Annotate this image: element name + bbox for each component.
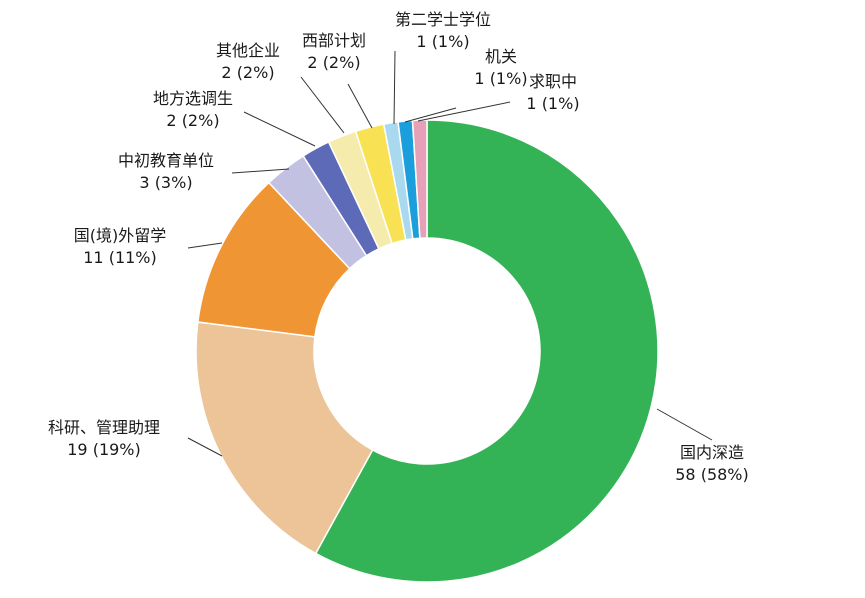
slice-value-label-4: 3 (3%) bbox=[139, 173, 192, 192]
slice-value-label-7: 2 (2%) bbox=[307, 53, 360, 72]
slice-name-label-10: 求职中 bbox=[529, 72, 577, 91]
leader-line-3 bbox=[187, 242, 223, 249]
leader-line-9 bbox=[404, 107, 457, 123]
leader-line-6 bbox=[300, 76, 345, 134]
slice-value-label-9: 1 (1%) bbox=[474, 69, 527, 88]
slice-name-label-1: 国内深造 bbox=[680, 443, 744, 462]
slice-name-label-9: 机关 bbox=[485, 47, 517, 66]
slice-value-label-10: 1 (1%) bbox=[526, 94, 579, 113]
slice-name-label-6: 其他企业 bbox=[216, 41, 280, 60]
slice-name-label-8: 第二学士学位 bbox=[395, 10, 491, 29]
leader-line-7 bbox=[347, 83, 373, 129]
leader-line-5 bbox=[243, 111, 316, 147]
slice-name-label-4: 中初教育单位 bbox=[118, 151, 214, 170]
slice-value-label-5: 2 (2%) bbox=[166, 111, 219, 130]
slice-name-label-5: 地方选调生 bbox=[153, 89, 233, 108]
slice-value-label-1: 58 (58%) bbox=[675, 465, 749, 484]
slice-value-label-3: 11 (11%) bbox=[83, 248, 157, 267]
slice-name-label-2: 科研、管理助理 bbox=[48, 418, 160, 437]
slice-name-label-3: 国(境)外留学 bbox=[74, 226, 167, 245]
slice-value-label-8: 1 (1%) bbox=[416, 32, 469, 51]
leader-line-1 bbox=[656, 408, 713, 441]
slice-value-label-2: 19 (19%) bbox=[67, 440, 141, 459]
slice-10 bbox=[411, 119, 428, 240]
leader-line-8 bbox=[393, 50, 396, 125]
leader-line-4 bbox=[231, 168, 290, 174]
slice-name-label-7: 西部计划 bbox=[302, 31, 366, 50]
slice-value-label-6: 2 (2%) bbox=[221, 63, 274, 82]
slice-1 bbox=[314, 119, 659, 583]
leader-line-2 bbox=[187, 437, 223, 457]
slice-2 bbox=[195, 321, 374, 555]
slice-labels: 国内深造 58 (58%) 科研、管理助理 19 (19%) 国(境)外留学 11 (11… bbox=[48, 10, 749, 484]
leader-line-10 bbox=[417, 101, 511, 122]
donut-slices bbox=[195, 119, 659, 583]
